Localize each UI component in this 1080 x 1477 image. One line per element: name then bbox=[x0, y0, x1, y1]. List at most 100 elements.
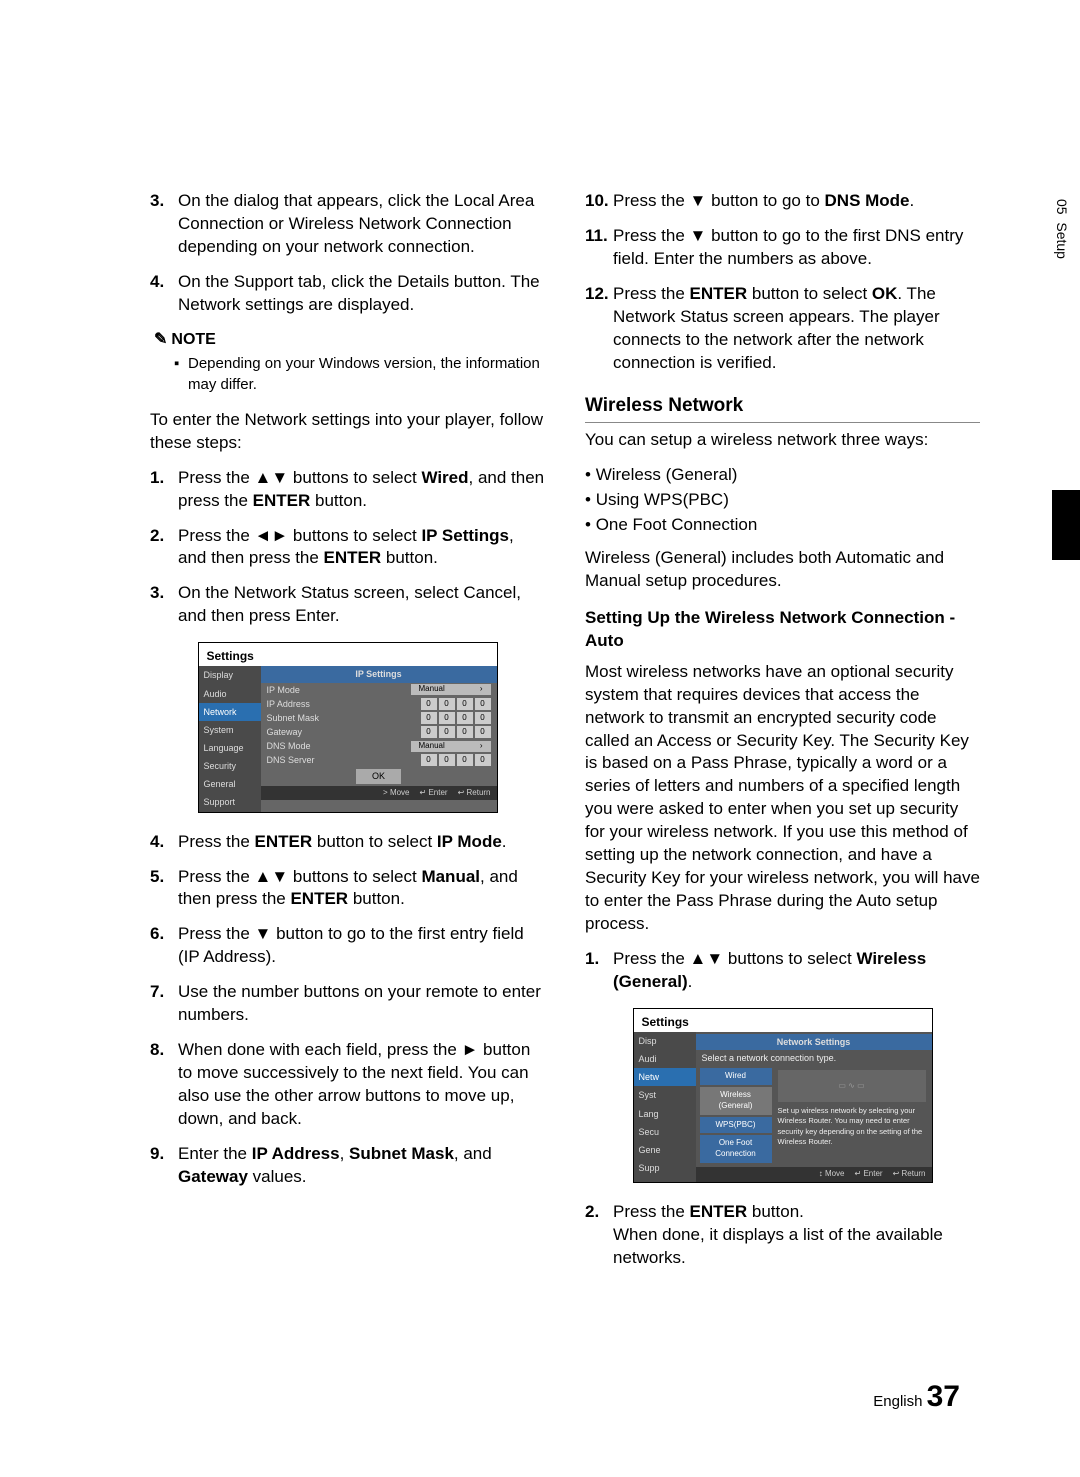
step-number: 11. bbox=[585, 225, 613, 271]
step-number: 9. bbox=[150, 1143, 178, 1189]
intro-paragraph: To enter the Network settings into your … bbox=[150, 409, 545, 455]
row-label: DNS Server bbox=[267, 754, 339, 766]
step-item: 9.Enter the IP Address, Subnet Mask, and… bbox=[150, 1143, 545, 1189]
step-text: Press the ENTER button.When done, it dis… bbox=[613, 1201, 980, 1270]
panel2-footer: ↕ Move↵ Enter↩ Return bbox=[696, 1167, 932, 1182]
step-item: 2.Press the ◄► buttons to select IP Sett… bbox=[150, 525, 545, 571]
network-settings-panel: Settings DispAudiNetwSystLangSecuGeneSup… bbox=[633, 1008, 933, 1183]
step-number: 1. bbox=[150, 467, 178, 513]
step-item: 4.Press the ENTER button to select IP Mo… bbox=[150, 831, 545, 854]
side-menu-item[interactable]: Audio bbox=[199, 685, 261, 703]
step-text: Press the ▼ button to go to the first DN… bbox=[613, 225, 980, 271]
network-option[interactable]: Wired bbox=[700, 1068, 772, 1085]
ok-button[interactable]: OK bbox=[356, 769, 401, 783]
panel2-message: Select a network connection type. bbox=[696, 1050, 932, 1066]
row-label: Gateway bbox=[267, 726, 339, 738]
note-header: ✎ NOTE bbox=[154, 329, 545, 351]
side-menu-item[interactable]: Display bbox=[199, 666, 261, 684]
sidebar-label: 05 Setup bbox=[1052, 195, 1071, 259]
side-menu-item[interactable]: Gene bbox=[634, 1141, 696, 1159]
row-value[interactable]: Manual› bbox=[343, 684, 491, 695]
sidebar-black-tab bbox=[1052, 490, 1080, 560]
network-option[interactable]: Wireless (General) bbox=[700, 1087, 772, 1115]
step-number: 2. bbox=[585, 1201, 613, 1270]
settings-row: DNS Server 0000 bbox=[261, 753, 497, 767]
auto-heading: Setting Up the Wireless Network Connecti… bbox=[585, 607, 980, 653]
side-menu-item[interactable]: System bbox=[199, 721, 261, 739]
side-menu-item[interactable]: Support bbox=[199, 793, 261, 811]
step-item: 1.Press the ▲▼ buttons to select Wired, … bbox=[150, 467, 545, 513]
step-number: 4. bbox=[150, 831, 178, 854]
step-text: On the dialog that appears, click the Lo… bbox=[178, 190, 545, 259]
side-menu-item[interactable]: Security bbox=[199, 757, 261, 775]
bullet-square-icon: ▪ bbox=[174, 354, 188, 395]
row-label: IP Address bbox=[267, 698, 339, 710]
row-value[interactable]: 0000 bbox=[343, 712, 491, 724]
step-text: Use the number buttons on your remote to… bbox=[178, 981, 545, 1027]
footer-hint: ↩ Return bbox=[458, 788, 491, 799]
step-item: 7.Use the number buttons on your remote … bbox=[150, 981, 545, 1027]
step-text: On the Support tab, click the Details bu… bbox=[178, 271, 545, 317]
side-menu-item[interactable]: Lang bbox=[634, 1105, 696, 1123]
row-value[interactable]: 0000 bbox=[343, 698, 491, 710]
step-text: Press the ▲▼ buttons to select Wireless … bbox=[613, 948, 980, 994]
panel-side-menu: DisplayAudioNetworkSystemLanguageSecurit… bbox=[199, 666, 261, 811]
network-option[interactable]: WPS(PBC) bbox=[700, 1117, 772, 1134]
row-label: Subnet Mask bbox=[267, 712, 339, 724]
row-value[interactable]: 0000 bbox=[343, 754, 491, 766]
panel2-description: ▭ ∿ ▭ Set up wireless network by selecti… bbox=[776, 1068, 928, 1163]
step-text: Enter the IP Address, Subnet Mask, and G… bbox=[178, 1143, 545, 1189]
footer-hint: > Move bbox=[383, 788, 409, 799]
step-item: 2.Press the ENTER button.When done, it d… bbox=[585, 1201, 980, 1270]
panel-main: IP Settings IP Mode Manual› IP Address 0000… bbox=[261, 666, 497, 811]
right-column: 10.Press the ▼ button to go to DNS Mode.… bbox=[585, 190, 980, 1282]
note-icon: ✎ bbox=[154, 329, 167, 351]
side-menu-item[interactable]: Language bbox=[199, 739, 261, 757]
side-menu-item[interactable]: General bbox=[199, 775, 261, 793]
side-menu-item[interactable]: Secu bbox=[634, 1123, 696, 1141]
wireless-intro: You can setup a wireless network three w… bbox=[585, 429, 980, 452]
side-menu-item[interactable]: Netw bbox=[634, 1068, 696, 1086]
settings-row: DNS ModeManual› bbox=[261, 739, 497, 753]
step-number: 8. bbox=[150, 1039, 178, 1131]
step-number: 5. bbox=[150, 866, 178, 912]
note-body: ▪ Depending on your Windows version, the… bbox=[174, 354, 545, 395]
step-text: On the Network Status screen, select Can… bbox=[178, 582, 545, 628]
footer-hint: ↵ Enter bbox=[420, 788, 448, 799]
step-item: 4.On the Support tab, click the Details … bbox=[150, 271, 545, 317]
step-text: Press the ▼ button to go to DNS Mode. bbox=[613, 190, 980, 213]
step-number: 1. bbox=[585, 948, 613, 994]
wireless-bullets: Wireless (General)Using WPS(PBC)One Foot… bbox=[585, 464, 980, 537]
panel-footer: > Move ↵ Enter ↩ Return bbox=[261, 786, 497, 801]
step-text: Press the ENTER button to select IP Mode… bbox=[178, 831, 545, 854]
panel2-options: Wired Wireless (General) WPS(PBC)One Foot … bbox=[700, 1068, 772, 1163]
footer-hint: ↕ Move bbox=[819, 1169, 845, 1180]
page-content: 3.On the dialog that appears, click the … bbox=[0, 0, 1080, 1342]
step-item: 3.On the Network Status screen, select C… bbox=[150, 582, 545, 628]
side-menu-item[interactable]: Disp bbox=[634, 1032, 696, 1050]
step-text: Press the ▼ button to go to the first en… bbox=[178, 923, 545, 969]
bullet-item: Wireless (General) bbox=[585, 464, 980, 487]
side-menu-item[interactable]: Syst bbox=[634, 1086, 696, 1104]
side-menu-item[interactable]: Audi bbox=[634, 1050, 696, 1068]
step-item: 8.When done with each field, press the ►… bbox=[150, 1039, 545, 1131]
settings-row: Subnet Mask 0000 bbox=[261, 711, 497, 725]
step-number: 6. bbox=[150, 923, 178, 969]
bullet-item: Using WPS(PBC) bbox=[585, 489, 980, 512]
row-value[interactable]: 0000 bbox=[343, 726, 491, 738]
row-label: IP Mode bbox=[267, 684, 339, 696]
side-menu-item[interactable]: Supp bbox=[634, 1159, 696, 1177]
network-option[interactable]: One Foot Connection bbox=[700, 1135, 772, 1163]
step-text: When done with each field, press the ► b… bbox=[178, 1039, 545, 1131]
side-menu-item[interactable]: Network bbox=[199, 703, 261, 721]
page-footer: English 37 bbox=[873, 1377, 960, 1418]
footer-hint: ↩ Return bbox=[893, 1169, 926, 1180]
panel-banner: IP Settings bbox=[261, 666, 497, 682]
step-number: 2. bbox=[150, 525, 178, 571]
row-value[interactable]: Manual› bbox=[343, 741, 491, 752]
auto-paragraph: Most wireless networks have an optional … bbox=[585, 661, 980, 936]
step-number: 4. bbox=[150, 271, 178, 317]
step-item: 6.Press the ▼ button to go to the first … bbox=[150, 923, 545, 969]
step-number: 12. bbox=[585, 283, 613, 375]
router-illustration-icon: ▭ ∿ ▭ bbox=[778, 1070, 926, 1102]
